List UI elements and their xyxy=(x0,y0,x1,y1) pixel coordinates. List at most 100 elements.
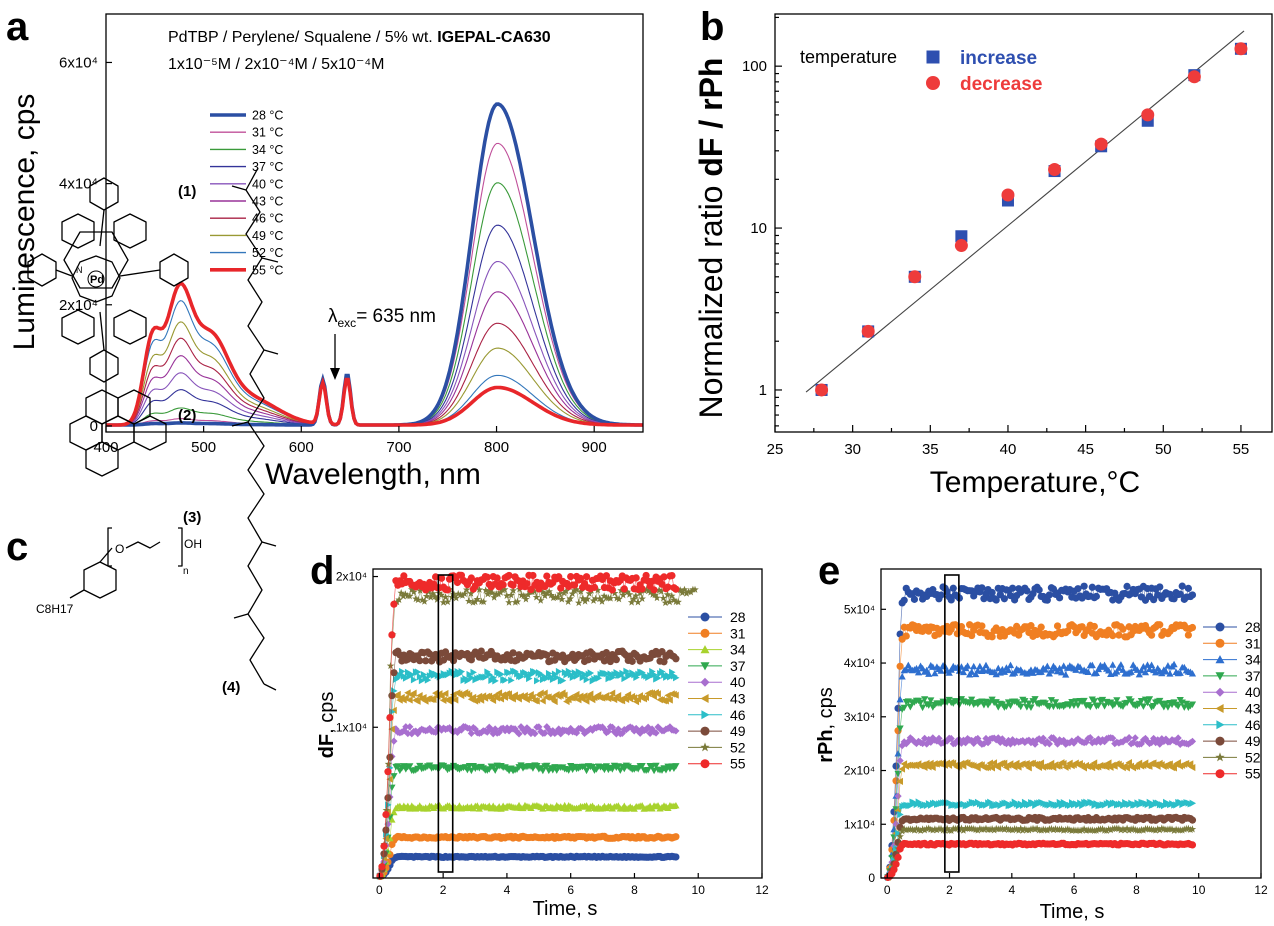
series-point-37 xyxy=(1145,696,1154,703)
panel-a-excitation-annotation: λexc= 635 nm xyxy=(328,306,436,330)
series-point-55 xyxy=(890,866,898,874)
series-point-52 xyxy=(1049,826,1058,834)
panel-xtick-label: 0 xyxy=(376,883,383,897)
series-point-34 xyxy=(1158,669,1166,677)
legend-marker-31 xyxy=(1215,638,1225,648)
series-point-28 xyxy=(992,596,1000,604)
series-point-40 xyxy=(412,727,420,735)
legend-label-46: 46 xyxy=(730,707,746,723)
series-point-52 xyxy=(910,826,919,834)
series-point-46 xyxy=(1160,802,1168,810)
series-point-40 xyxy=(1082,738,1090,746)
series-point-55 xyxy=(400,572,408,580)
series-point-43 xyxy=(410,689,417,697)
series-point-43 xyxy=(927,759,934,767)
squalene-branches xyxy=(231,185,279,691)
legend-label-40: 40 xyxy=(730,674,746,690)
series-point-46 xyxy=(398,667,406,676)
series-line-55 xyxy=(887,842,1193,878)
series-point-52 xyxy=(636,589,644,597)
series-point-52 xyxy=(591,594,600,602)
series-point-46 xyxy=(502,676,509,684)
series-point-43 xyxy=(1023,759,1030,768)
series-point-37 xyxy=(1017,703,1025,711)
panel-xtick-label: 12 xyxy=(1254,883,1268,897)
series-point-49 xyxy=(658,648,666,656)
series-point-46 xyxy=(498,670,505,678)
panel-b-xtick-label: 55 xyxy=(1233,441,1250,458)
panel-b-point-decrease xyxy=(908,270,922,284)
series-point-40 xyxy=(501,727,509,735)
panel-d-frame xyxy=(372,568,763,879)
series-point-43 xyxy=(1090,759,1098,767)
structure-label-3: (3) xyxy=(183,509,201,526)
legend-label-37: 37 xyxy=(730,658,746,674)
legend-marker-46 xyxy=(701,710,710,720)
series-point-52 xyxy=(663,590,672,598)
series-point-46 xyxy=(587,669,595,677)
legend-label-37: 37 xyxy=(1245,668,1261,684)
series-point-52 xyxy=(625,590,634,598)
series-point-52 xyxy=(536,596,545,604)
series-point-40 xyxy=(1086,733,1094,742)
series-point-52 xyxy=(661,598,670,607)
series-point-28 xyxy=(978,584,986,592)
series-point-28 xyxy=(1176,590,1184,598)
series-point-43 xyxy=(1011,763,1018,771)
series-point-52 xyxy=(439,598,448,606)
series-point-40 xyxy=(586,725,595,733)
panel-xtick-label: 0 xyxy=(884,883,891,897)
series-point-31 xyxy=(1078,623,1086,631)
series-point-49 xyxy=(628,657,636,665)
panel-b-point-increase xyxy=(955,230,968,243)
series-point-34 xyxy=(982,661,990,669)
panel-e-frame xyxy=(880,568,1262,879)
series-point-52 xyxy=(1019,826,1027,834)
series-point-34 xyxy=(1137,666,1145,674)
series-point-40 xyxy=(541,729,549,737)
series-point-52 xyxy=(1043,826,1052,834)
series-point-55 xyxy=(543,572,551,580)
series-point-52 xyxy=(1123,824,1131,832)
series-point-31 xyxy=(1147,631,1156,639)
series-point-52 xyxy=(974,826,982,834)
series-point-55 xyxy=(523,580,531,588)
series-point-43 xyxy=(525,694,532,702)
series-point-46 xyxy=(555,667,563,676)
series-point-55 xyxy=(642,571,650,580)
series-point-37 xyxy=(892,806,900,813)
series-point-52 xyxy=(1076,826,1084,834)
series-point-28 xyxy=(1074,585,1082,593)
series-point-40 xyxy=(660,727,668,735)
series-point-55 xyxy=(608,586,616,594)
series-point-28 xyxy=(910,595,919,603)
series-point-28 xyxy=(1188,591,1197,599)
series-line-37 xyxy=(887,697,1193,878)
panel-b-point-decrease xyxy=(1141,108,1155,122)
series-point-52 xyxy=(606,594,615,602)
panel-a-legend-label: 52 °C xyxy=(252,246,283,260)
series-point-55 xyxy=(602,572,611,580)
series-point-52 xyxy=(452,594,460,602)
series-point-34 xyxy=(1145,665,1154,672)
series-point-28 xyxy=(937,591,945,599)
series-point-49 xyxy=(543,651,551,659)
series-point-46 xyxy=(518,673,525,681)
panel-a-xtick-label: 500 xyxy=(191,439,216,456)
panel-xtick-label: 12 xyxy=(755,883,769,897)
series-point-43 xyxy=(923,759,930,768)
series-point-52 xyxy=(912,824,921,832)
series-point-49 xyxy=(422,657,430,665)
series-point-37 xyxy=(921,696,929,703)
perylene-structure xyxy=(69,389,167,477)
series-point-46 xyxy=(458,667,466,676)
series-point-43 xyxy=(451,696,459,704)
series-point-31 xyxy=(1119,625,1127,633)
series-point-31 xyxy=(1027,622,1035,630)
series-point-55 xyxy=(378,863,386,871)
series-point-43 xyxy=(986,759,993,767)
series-point-37 xyxy=(1021,698,1029,705)
series-point-52 xyxy=(896,832,904,840)
legend-marker-43 xyxy=(1215,704,1224,713)
